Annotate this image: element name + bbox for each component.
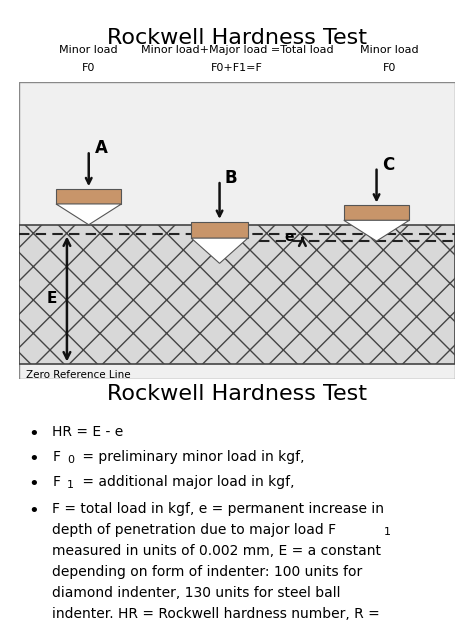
Text: F: F (52, 475, 60, 489)
Text: = preliminary minor load in kgf,: = preliminary minor load in kgf, (78, 450, 305, 464)
Text: Rockwell Hardness Test: Rockwell Hardness Test (107, 384, 367, 404)
Polygon shape (191, 238, 248, 264)
Text: measured in units of 0.002 mm, E = a constant: measured in units of 0.002 mm, E = a con… (52, 544, 381, 558)
Polygon shape (56, 204, 121, 225)
Text: B: B (225, 169, 237, 187)
Bar (191, 222, 248, 238)
Text: 1: 1 (384, 527, 391, 537)
Text: = additional major load in kgf,: = additional major load in kgf, (78, 475, 295, 489)
Text: diamond indenter, 130 units for steel ball: diamond indenter, 130 units for steel ba… (52, 586, 341, 600)
Text: Zero Reference Line: Zero Reference Line (26, 370, 130, 380)
Polygon shape (344, 221, 409, 241)
Text: A: A (95, 140, 108, 157)
Text: F = total load in kgf, e = permanent increase in: F = total load in kgf, e = permanent inc… (52, 502, 384, 516)
Text: depth of penetration due to major load F: depth of penetration due to major load F (52, 523, 336, 537)
Text: Rockwell Hardness Test: Rockwell Hardness Test (107, 28, 367, 48)
Text: depending on form of indenter: 100 units for: depending on form of indenter: 100 units… (52, 565, 363, 579)
Text: •: • (28, 450, 39, 468)
Text: E: E (46, 291, 57, 307)
Text: •: • (28, 475, 39, 493)
Text: HR = E - e: HR = E - e (52, 425, 123, 439)
Text: Minor load+Major load =Total load: Minor load+Major load =Total load (141, 46, 333, 56)
Text: F: F (52, 450, 60, 464)
Text: F0: F0 (82, 63, 95, 73)
Text: e: e (284, 230, 294, 245)
Text: C: C (382, 155, 394, 174)
Text: •: • (28, 425, 39, 442)
Text: indenter. HR = Rockwell hardness number, R =: indenter. HR = Rockwell hardness number,… (52, 607, 380, 621)
Bar (19, 225, 455, 364)
Bar (344, 205, 409, 221)
Bar (56, 189, 121, 204)
Text: •: • (28, 502, 39, 520)
Text: Minor load: Minor load (360, 46, 419, 56)
Text: 1: 1 (67, 480, 74, 490)
Text: 0: 0 (67, 454, 74, 465)
Text: Minor load: Minor load (59, 46, 118, 56)
FancyBboxPatch shape (19, 82, 455, 379)
Text: F0: F0 (383, 63, 396, 73)
Text: F0+F1=F: F0+F1=F (211, 63, 263, 73)
